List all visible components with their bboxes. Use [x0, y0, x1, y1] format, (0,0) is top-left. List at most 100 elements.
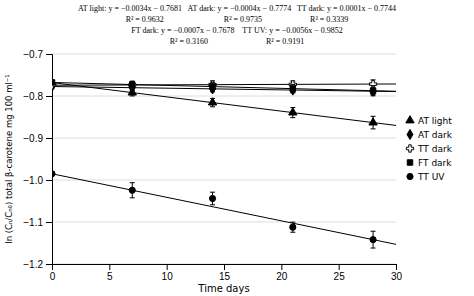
grid-line	[52, 138, 396, 139]
legend-label: AT dark	[418, 130, 453, 140]
x-tick: 0	[50, 264, 56, 282]
x-tick-mark	[224, 264, 225, 270]
point	[370, 86, 376, 96]
point	[129, 187, 135, 193]
y-tick-label: −1.2	[23, 259, 43, 270]
y-tick: −0.7	[23, 49, 52, 60]
trend-line	[52, 83, 396, 126]
error-bar	[290, 222, 295, 232]
legend-symbol	[407, 173, 413, 179]
series	[52, 78, 377, 129]
x-axis-title: Time days	[197, 283, 249, 294]
y-tick: −1.2	[23, 259, 52, 270]
y-tick-mark	[46, 264, 52, 265]
legend-label: TT dark	[417, 144, 453, 154]
point	[290, 224, 296, 230]
grid	[52, 54, 396, 264]
legend: AT light AT dark TT dark FT dark TT UV	[406, 116, 453, 182]
trend-line	[52, 82, 396, 91]
point	[369, 118, 377, 125]
title: AT light: y = −0.0034x − 0.7681 AT dark:…	[78, 4, 396, 46]
y-tick-mark	[46, 180, 52, 181]
legend-symbol	[406, 116, 414, 123]
error-bar	[52, 81, 55, 85]
x-tick: 5	[107, 264, 113, 282]
legend-item: AT dark	[407, 129, 453, 139]
point	[210, 84, 216, 94]
x-tick-label: 5	[107, 271, 113, 282]
title-line: R² = 0.3160 R² = 0.9191	[170, 37, 305, 46]
title-line: R² = 0.9632 R² = 0.9735 R² = 0.3339	[126, 15, 349, 24]
series	[52, 81, 376, 96]
grid-line	[52, 54, 396, 55]
legend-item: TT UV	[407, 172, 445, 182]
y-tick: −0.8	[23, 91, 52, 102]
plot: 0 5 10 15 20 25 30 −1.2 −1.1 −1.0 −0.9 −0.8 −0.7	[23, 49, 402, 282]
legend-label: FT dark	[418, 158, 452, 168]
x-tick-label: 0	[50, 271, 56, 282]
x-tick-label: 10	[162, 271, 174, 282]
point	[209, 81, 216, 88]
y-tick-label: −0.7	[23, 49, 43, 60]
title-line: AT light: y = −0.0034x − 0.7681 AT dark:…	[78, 4, 396, 13]
point	[370, 237, 376, 243]
point	[209, 195, 215, 201]
point	[370, 88, 375, 93]
x-tick-mark	[396, 264, 397, 270]
x-tick-label: 25	[334, 271, 346, 282]
error-bar	[371, 86, 376, 96]
error-bar	[130, 183, 135, 198]
legend-item: AT light	[406, 116, 452, 126]
point	[129, 81, 136, 88]
y-tick-mark	[46, 54, 52, 55]
legend-symbol	[407, 160, 412, 165]
point	[290, 86, 295, 91]
x-axis-line	[53, 265, 397, 271]
legend-symbol	[406, 145, 413, 152]
x-tick: 10	[162, 264, 174, 282]
trend-line	[52, 174, 396, 245]
error-bar	[371, 231, 376, 248]
chart: AT light: y = −0.0034x − 0.7681 AT dark:…	[0, 0, 474, 296]
y-tick-label: −1.0	[23, 175, 43, 186]
legend-item: FT dark	[407, 158, 452, 168]
x-tick-label: 30	[391, 271, 403, 282]
y-tick-label: −0.9	[23, 133, 43, 144]
series	[52, 80, 377, 89]
error-bar	[290, 84, 295, 92]
point	[208, 98, 216, 105]
legend-label: TT UV	[417, 172, 445, 182]
x-axis: 0 5 10 15 20 25 30	[50, 264, 403, 282]
x-tick-mark	[339, 264, 340, 270]
x-tick-mark	[167, 264, 168, 270]
legend-item: TT dark	[406, 144, 452, 154]
y-tick-mark	[46, 222, 52, 223]
error-bar	[210, 83, 215, 91]
point	[52, 80, 55, 85]
error-bar	[371, 88, 376, 95]
error-bar	[52, 80, 55, 84]
y-axis-title: ln (Cₙ/Cₙ₀) total β-carotene mg 100 ml⁻¹	[4, 74, 14, 243]
grid-line	[52, 222, 396, 223]
y-tick-mark	[46, 138, 52, 139]
x-tick-label: 20	[276, 271, 288, 282]
point	[210, 84, 215, 89]
series	[52, 171, 376, 248]
legend-label: AT light	[418, 116, 452, 126]
title-line: FT dark: y = −0.0007x − 0.7678 TT UV: y …	[131, 26, 342, 35]
error-bar	[130, 81, 135, 88]
y-axis-line	[46, 55, 53, 265]
grid-line	[52, 180, 396, 181]
marks	[52, 78, 396, 248]
point	[52, 171, 55, 177]
x-tick: 30	[391, 264, 403, 282]
error-bar	[130, 82, 135, 88]
y-tick-label: −0.8	[23, 91, 43, 102]
x-tick-mark	[109, 264, 110, 270]
point	[290, 85, 296, 95]
x-tick-label: 15	[219, 271, 231, 282]
y-tick-mark	[46, 96, 52, 97]
y-tick: −1.1	[23, 217, 52, 228]
y-axis: −1.2 −1.1 −1.0 −0.9 −0.8 −0.7	[23, 49, 52, 270]
series	[52, 80, 376, 96]
